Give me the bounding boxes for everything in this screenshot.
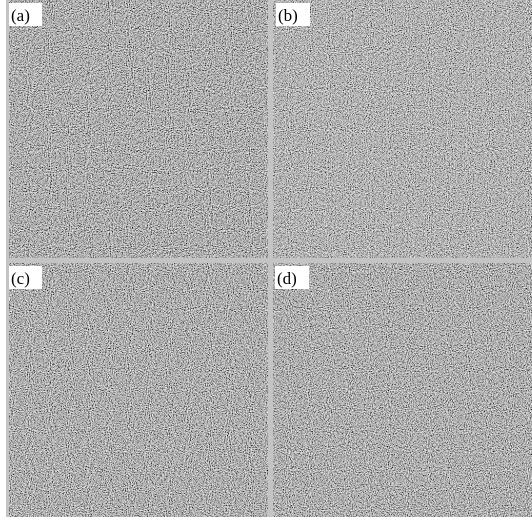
figure-canvas: (a) (b) (c) (d) xyxy=(0,0,532,517)
panel-label: (a) xyxy=(11,6,30,25)
panel-label: (b) xyxy=(278,6,298,25)
panel-label: (c) xyxy=(11,269,30,288)
noise-image xyxy=(9,0,268,258)
figure: (a) (b) (c) (d) xyxy=(0,0,532,517)
panel: (d) xyxy=(273,263,532,517)
noise-image xyxy=(273,0,532,258)
noise-image xyxy=(9,263,268,517)
panel: (c) xyxy=(9,263,268,517)
panel: (a) xyxy=(9,0,268,258)
panel: (b) xyxy=(273,0,532,258)
panel-label: (d) xyxy=(277,269,297,288)
noise-image xyxy=(273,263,532,517)
